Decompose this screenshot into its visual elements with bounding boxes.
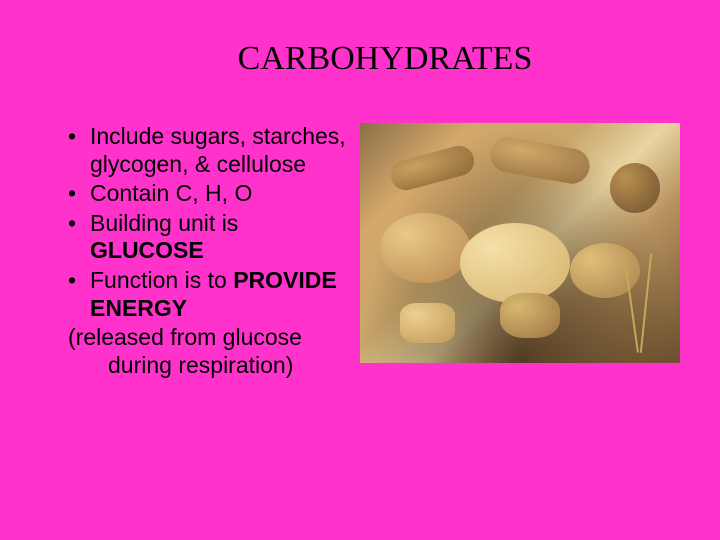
bullet-item: Include sugars, starches, glycogen, & ce… [68,123,350,178]
image-column [360,123,680,379]
text-column: Include sugars, starches, glycogen, & ce… [40,123,350,379]
sub-text: (released from glucose during respiratio… [68,324,350,379]
bullet-item: Contain C, H, O [68,180,350,208]
bullet-list: Include sugars, starches, glycogen, & ce… [68,123,350,322]
sub-text-line: during respiration) [68,352,350,380]
slide-title: CARBOHYDRATES [90,40,680,78]
bread-image [360,123,680,363]
slide: CARBOHYDRATES Include sugars, starches, … [0,0,720,540]
bullet-item: Function is to PROVIDE ENERGY [68,267,350,322]
sub-text-line: (released from glucose [68,324,302,350]
content-row: Include sugars, starches, glycogen, & ce… [40,123,680,379]
bullet-item: Building unit is GLUCOSE [68,210,350,265]
